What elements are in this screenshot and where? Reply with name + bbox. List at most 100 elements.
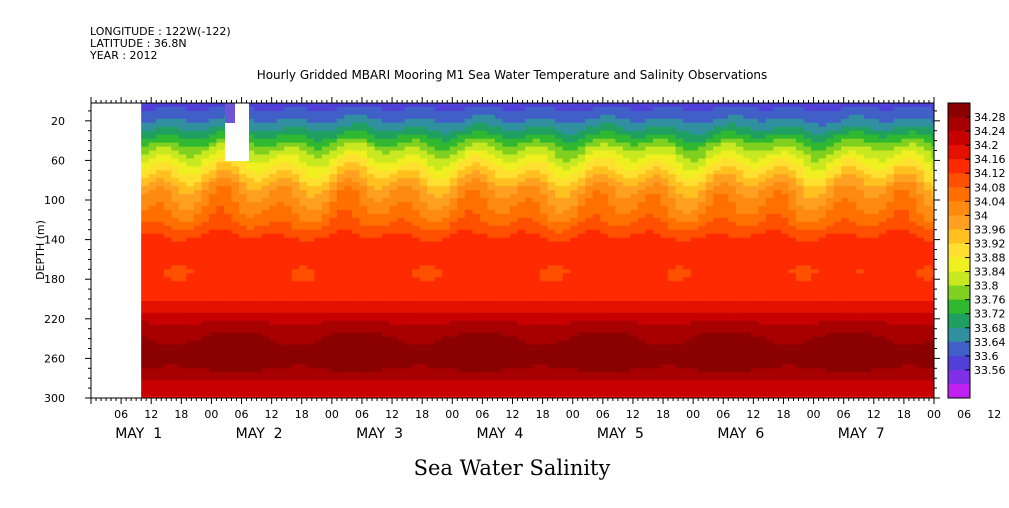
heatmap-cell bbox=[178, 300, 187, 306]
heatmap-cell bbox=[148, 110, 157, 116]
heatmap-cell bbox=[374, 249, 383, 255]
heatmap-cell bbox=[261, 229, 270, 235]
heatmap-cell bbox=[412, 174, 421, 179]
heatmap-cell bbox=[193, 245, 202, 251]
heatmap-cell bbox=[291, 293, 300, 298]
heatmap-cell bbox=[216, 178, 225, 183]
heatmap-cell bbox=[156, 178, 165, 183]
heatmap-cell bbox=[382, 130, 391, 136]
heatmap-cell bbox=[517, 348, 526, 354]
heatmap-cell bbox=[223, 336, 233, 342]
heatmap-cell bbox=[366, 261, 376, 266]
heatmap-cell bbox=[141, 273, 150, 278]
heatmap-cell bbox=[479, 182, 489, 187]
heatmap-cell bbox=[314, 277, 323, 282]
heatmap-cell bbox=[600, 364, 609, 369]
heatmap-cell bbox=[148, 388, 157, 393]
heatmap-cell bbox=[494, 174, 504, 179]
heatmap-cell bbox=[269, 205, 278, 211]
heatmap-cell bbox=[622, 225, 632, 231]
heatmap-cell bbox=[178, 364, 187, 369]
heatmap-cell bbox=[494, 324, 504, 330]
heatmap-cell bbox=[269, 332, 278, 338]
heatmap-cell bbox=[336, 194, 346, 199]
heatmap-cell bbox=[306, 332, 315, 338]
heatmap-cell bbox=[585, 300, 594, 306]
heatmap-cell bbox=[547, 380, 556, 385]
heatmap-cell bbox=[547, 201, 556, 207]
heatmap-cell bbox=[562, 138, 571, 144]
heatmap-cell bbox=[509, 356, 519, 361]
heatmap-cell bbox=[509, 154, 519, 160]
heatmap-cell bbox=[555, 249, 564, 255]
heatmap-cell bbox=[479, 225, 489, 231]
heatmap-cell bbox=[434, 336, 443, 342]
heatmap-cell bbox=[479, 281, 489, 286]
heatmap-cell bbox=[389, 249, 398, 255]
heatmap-cell bbox=[351, 150, 361, 156]
heatmap-cell bbox=[254, 134, 263, 140]
heatmap-cell bbox=[472, 198, 481, 203]
heatmap-cell bbox=[299, 178, 308, 183]
heatmap-cell bbox=[261, 380, 270, 385]
heatmap-cell bbox=[427, 269, 436, 274]
heatmap-cell bbox=[532, 360, 541, 365]
heatmap-cell bbox=[457, 134, 466, 140]
heatmap-cell bbox=[276, 209, 285, 215]
heatmap-cell bbox=[366, 253, 376, 259]
heatmap-cell bbox=[592, 249, 601, 255]
heatmap-cell bbox=[622, 281, 632, 286]
heatmap-cell bbox=[254, 293, 263, 298]
heatmap-cell bbox=[389, 253, 398, 259]
heatmap-cell bbox=[156, 166, 165, 171]
heatmap-cell bbox=[494, 142, 504, 148]
heatmap-cell bbox=[487, 261, 496, 266]
heatmap-cell bbox=[525, 332, 534, 338]
heatmap-cell bbox=[171, 241, 180, 247]
heatmap-cell bbox=[336, 297, 346, 302]
heatmap-cell bbox=[479, 126, 489, 132]
heatmap-cell bbox=[306, 304, 315, 310]
heatmap-cell bbox=[630, 281, 639, 286]
heatmap-cell bbox=[193, 225, 202, 231]
heatmap-cell bbox=[171, 114, 180, 120]
heatmap-cell bbox=[577, 122, 586, 128]
heatmap-cell bbox=[141, 186, 150, 191]
heatmap-cell bbox=[540, 269, 549, 274]
heatmap-cell bbox=[457, 348, 466, 354]
heatmap-cell bbox=[269, 277, 278, 282]
heatmap-cell bbox=[479, 162, 489, 167]
heatmap-cell bbox=[479, 257, 489, 262]
heatmap-cell bbox=[351, 332, 361, 338]
heatmap-cell bbox=[562, 332, 571, 338]
heatmap-cell bbox=[449, 241, 458, 247]
heatmap-cell bbox=[419, 237, 428, 243]
heatmap-cell bbox=[163, 265, 172, 270]
heatmap-cell bbox=[284, 324, 293, 330]
heatmap-cell bbox=[178, 225, 187, 231]
heatmap-cell bbox=[592, 281, 601, 286]
heatmap-cell bbox=[389, 182, 398, 187]
heatmap-cell bbox=[517, 360, 526, 365]
heatmap-cell bbox=[321, 360, 330, 365]
heatmap-cell bbox=[208, 162, 218, 167]
heatmap-cell bbox=[156, 154, 165, 160]
heatmap-cell bbox=[261, 217, 270, 223]
heatmap-cell bbox=[366, 396, 376, 398]
heatmap-cell bbox=[178, 308, 187, 314]
heatmap-cell bbox=[193, 380, 202, 385]
heatmap-cell bbox=[314, 348, 323, 354]
heatmap-cell bbox=[615, 293, 624, 298]
heatmap-cell bbox=[389, 273, 398, 278]
heatmap-cell bbox=[269, 320, 278, 326]
heatmap-cell bbox=[193, 170, 202, 175]
heatmap-cell bbox=[585, 237, 594, 243]
heatmap-cell bbox=[472, 281, 481, 286]
heatmap-cell bbox=[344, 150, 353, 156]
heatmap-cell bbox=[321, 261, 330, 266]
heatmap-cell bbox=[570, 372, 579, 377]
heatmap-cell bbox=[427, 201, 436, 207]
heatmap-cell bbox=[442, 324, 451, 330]
heatmap-cell bbox=[359, 142, 368, 148]
heatmap-cell bbox=[464, 285, 473, 290]
